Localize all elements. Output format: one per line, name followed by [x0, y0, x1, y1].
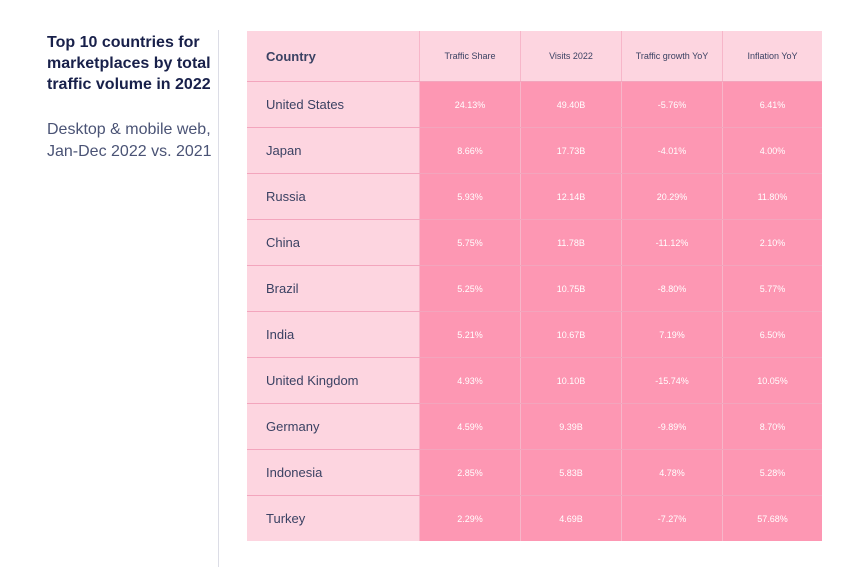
cell-traffic-growth: -9.89%: [621, 404, 722, 449]
cell-country: Indonesia: [247, 450, 419, 495]
cell-traffic-share: 5.25%: [419, 266, 520, 311]
cell-visits-2022: 5.83B: [520, 450, 621, 495]
cell-visits-2022: 49.40B: [520, 82, 621, 127]
cell-visits-2022: 11.78B: [520, 220, 621, 265]
cell-visits-2022: 10.75B: [520, 266, 621, 311]
cell-traffic-share: 5.21%: [419, 312, 520, 357]
header-traffic-growth: Traffic growth YoY: [621, 31, 722, 81]
chart-title: Top 10 countries for marketplaces by tot…: [47, 34, 211, 93]
cell-traffic-growth: -11.12%: [621, 220, 722, 265]
cell-country: Japan: [247, 128, 419, 173]
cell-traffic-growth: -8.80%: [621, 266, 722, 311]
cell-visits-2022: 4.69B: [520, 496, 621, 541]
cell-traffic-growth: -4.01%: [621, 128, 722, 173]
cell-traffic-share: 4.59%: [419, 404, 520, 449]
cell-traffic-share: 8.66%: [419, 128, 520, 173]
table-body: United States 24.13% 49.40B -5.76% 6.41% Japa…: [247, 81, 822, 541]
cell-traffic-growth: 20.29%: [621, 174, 722, 219]
cell-traffic-growth: -5.76%: [621, 82, 722, 127]
header-inflation: Inflation YoY: [722, 31, 822, 81]
cell-country: United States: [247, 82, 419, 127]
cell-traffic-share: 5.75%: [419, 220, 520, 265]
cell-inflation: 11.80%: [722, 174, 822, 219]
table-row: Turkey 2.29% 4.69B -7.27% 57.68%: [247, 495, 822, 541]
cell-traffic-growth: 4.78%: [621, 450, 722, 495]
cell-country: Turkey: [247, 496, 419, 541]
cell-inflation: 5.28%: [722, 450, 822, 495]
cell-visits-2022: 17.73B: [520, 128, 621, 173]
cell-traffic-share: 4.93%: [419, 358, 520, 403]
table-row: Germany 4.59% 9.39B -9.89% 8.70%: [247, 403, 822, 449]
cell-inflation: 4.00%: [722, 128, 822, 173]
cell-visits-2022: 12.14B: [520, 174, 621, 219]
header-traffic-share: Traffic Share: [419, 31, 520, 81]
cell-inflation: 10.05%: [722, 358, 822, 403]
header-country: Country: [247, 31, 419, 81]
cell-visits-2022: 9.39B: [520, 404, 621, 449]
cell-inflation: 57.68%: [722, 496, 822, 541]
cell-visits-2022: 10.67B: [520, 312, 621, 357]
vertical-divider: [218, 30, 219, 567]
cell-country: China: [247, 220, 419, 265]
table-row: Brazil 5.25% 10.75B -8.80% 5.77%: [247, 265, 822, 311]
header-visits-2022: Visits 2022: [520, 31, 621, 81]
cell-traffic-growth: -15.74%: [621, 358, 722, 403]
cell-country: Germany: [247, 404, 419, 449]
cell-traffic-share: 5.93%: [419, 174, 520, 219]
table-row: United Kingdom 4.93% 10.10B -15.74% 10.05%: [247, 357, 822, 403]
table-row: India 5.21% 10.67B 7.19% 6.50%: [247, 311, 822, 357]
cell-traffic-growth: 7.19%: [621, 312, 722, 357]
cell-inflation: 6.50%: [722, 312, 822, 357]
data-table: Country Traffic Share Visits 2022 Traffi…: [247, 31, 822, 541]
left-panel: Top 10 countries for marketplaces by tot…: [47, 32, 212, 163]
cell-inflation: 2.10%: [722, 220, 822, 265]
cell-traffic-growth: -7.27%: [621, 496, 722, 541]
cell-country: Russia: [247, 174, 419, 219]
table-row: Russia 5.93% 12.14B 20.29% 11.80%: [247, 173, 822, 219]
chart-subtitle: Desktop & mobile web, Jan-Dec 2022 vs. 2…: [47, 121, 212, 160]
cell-inflation: 5.77%: [722, 266, 822, 311]
cell-traffic-share: 2.29%: [419, 496, 520, 541]
cell-inflation: 6.41%: [722, 82, 822, 127]
cell-visits-2022: 10.10B: [520, 358, 621, 403]
table-row: United States 24.13% 49.40B -5.76% 6.41%: [247, 81, 822, 127]
cell-country: Brazil: [247, 266, 419, 311]
cell-country: India: [247, 312, 419, 357]
table-row: China 5.75% 11.78B -11.12% 2.10%: [247, 219, 822, 265]
cell-traffic-share: 2.85%: [419, 450, 520, 495]
cell-country: United Kingdom: [247, 358, 419, 403]
table-row: Indonesia 2.85% 5.83B 4.78% 5.28%: [247, 449, 822, 495]
cell-traffic-share: 24.13%: [419, 82, 520, 127]
cell-inflation: 8.70%: [722, 404, 822, 449]
table-header-row: Country Traffic Share Visits 2022 Traffi…: [247, 31, 822, 81]
table-row: Japan 8.66% 17.73B -4.01% 4.00%: [247, 127, 822, 173]
